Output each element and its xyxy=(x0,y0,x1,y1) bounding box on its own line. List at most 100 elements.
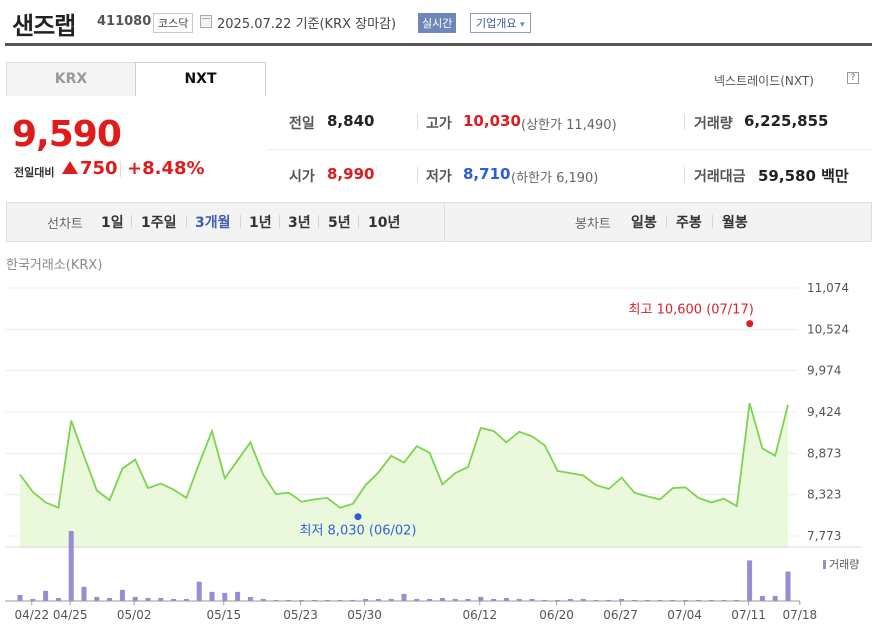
volume-label: 거래량 xyxy=(694,116,733,132)
y-tick-label: 8,873 xyxy=(807,446,841,460)
chevron-down-icon: ▾ xyxy=(519,20,525,30)
y-tick-label: 11,074 xyxy=(807,281,849,295)
min-marker xyxy=(354,513,362,521)
period-1d[interactable]: 1일 xyxy=(101,215,124,231)
y-tick-label: 9,424 xyxy=(807,405,841,419)
volume-bar xyxy=(695,599,701,601)
period-5y[interactable]: 5년 xyxy=(328,215,351,231)
period-sep xyxy=(666,215,667,228)
volume-bar xyxy=(388,598,394,601)
min-label: 최저 8,030 (06/02) xyxy=(299,524,416,539)
period-3y[interactable]: 3년 xyxy=(288,215,311,231)
trade-value-value: 59,580 백만 xyxy=(758,167,849,185)
x-tick-label: 05/23 xyxy=(283,608,318,622)
line-chart-label: 선차트 xyxy=(47,217,83,232)
volume-bar xyxy=(17,594,23,601)
header-divider xyxy=(5,43,872,46)
volume-bar xyxy=(209,591,215,601)
stock-name: 샌즈랩 xyxy=(12,12,76,40)
open-label: 시가 xyxy=(289,169,315,185)
quote-divider xyxy=(684,114,685,130)
volume-bar xyxy=(401,593,407,601)
change-label: 전일대비 xyxy=(14,166,55,179)
volume-bar xyxy=(107,597,113,601)
company-overview-button[interactable]: 기업개요 ▾ xyxy=(470,13,531,33)
volume-bar xyxy=(785,571,791,601)
tab-krx[interactable]: KRX xyxy=(6,62,136,96)
period-sep xyxy=(131,215,132,228)
current-price: 9,590 xyxy=(12,114,122,155)
lower-limit: (하한가 6,190) xyxy=(511,171,599,186)
quote-divider xyxy=(417,114,418,130)
realtime-button[interactable]: 실시간 xyxy=(418,13,457,33)
open-value: 8,990 xyxy=(327,165,375,183)
volume-bar xyxy=(247,596,253,601)
x-tick-label: 07/18 xyxy=(783,608,818,622)
volume-bar xyxy=(55,597,61,601)
volume-bar xyxy=(721,599,727,601)
period-3m[interactable]: 3개월 xyxy=(195,215,231,231)
nxt-label: 넥스트레이드(NXT) xyxy=(714,74,814,88)
volume-bar xyxy=(132,596,138,601)
high-value: 10,030 xyxy=(463,112,521,130)
volume-bar xyxy=(119,589,125,601)
x-tick-label: 04/25 xyxy=(53,608,88,622)
y-tick-label: 8,323 xyxy=(807,488,841,502)
company-overview-label: 기업개요 xyxy=(476,17,517,30)
volume-bar xyxy=(555,599,561,601)
period-sep xyxy=(358,215,359,228)
quote-row-divider xyxy=(267,149,872,150)
period-bar xyxy=(6,202,872,242)
volume-bar xyxy=(286,599,292,601)
high-label: 고가 xyxy=(426,116,452,132)
volume-bar xyxy=(683,599,689,601)
candle-daily[interactable]: 일봉 xyxy=(631,215,657,231)
x-tick-label: 07/04 xyxy=(667,608,702,622)
period-10y[interactable]: 10년 xyxy=(368,215,401,231)
volume-bar xyxy=(260,598,266,601)
volume-bar xyxy=(644,599,650,601)
volume-bar xyxy=(516,598,522,601)
period-sep xyxy=(712,215,713,228)
prev-close-value: 8,840 xyxy=(327,112,375,130)
volume-bar xyxy=(375,598,381,601)
volume-bar xyxy=(580,598,586,601)
help-icon[interactable]: ? xyxy=(847,72,859,84)
candle-weekly[interactable]: 주봉 xyxy=(676,215,702,231)
volume-bar xyxy=(196,581,202,601)
volume-bar xyxy=(478,596,484,601)
period-sep xyxy=(318,215,319,228)
candle-monthly[interactable]: 월봉 xyxy=(722,215,748,231)
volume-bar xyxy=(299,599,305,601)
volume-legend-swatch xyxy=(823,560,826,569)
x-tick-label: 05/15 xyxy=(207,608,242,622)
volume-bar xyxy=(606,599,612,601)
period-1w[interactable]: 1주일 xyxy=(141,215,177,231)
volume-bar xyxy=(43,590,49,601)
volume-bar xyxy=(503,597,509,601)
price-chart[interactable]: 11,074 10,524 9,974 9,424 8,873 8,323 7,773 최고… xyxy=(0,270,872,633)
volume-bar xyxy=(542,599,548,601)
volume-bar xyxy=(708,599,714,601)
volume-bar xyxy=(273,599,279,601)
volume-bar xyxy=(427,598,433,601)
volume-bar xyxy=(311,599,317,601)
volume-bar xyxy=(68,531,74,601)
tab-nxt[interactable]: NXT xyxy=(135,62,266,96)
max-label: 최고 10,600 (07/17) xyxy=(629,303,754,318)
volume-bar xyxy=(439,597,445,601)
low-value: 8,710 xyxy=(463,165,511,183)
volume-bar xyxy=(30,598,36,601)
volume-bar xyxy=(465,598,471,601)
stock-code: 411080 xyxy=(97,14,152,29)
low-label: 저가 xyxy=(426,169,452,185)
period-1y[interactable]: 1년 xyxy=(249,215,272,231)
volume-bar xyxy=(158,597,164,601)
y-tick-label: 10,524 xyxy=(807,322,849,336)
x-tick-label: 04/22 xyxy=(15,608,50,622)
volume-bar xyxy=(452,598,458,601)
volume-bar xyxy=(171,598,177,601)
volume-bar xyxy=(529,598,535,601)
volume-bar xyxy=(491,598,497,601)
volume-bar xyxy=(631,599,637,601)
